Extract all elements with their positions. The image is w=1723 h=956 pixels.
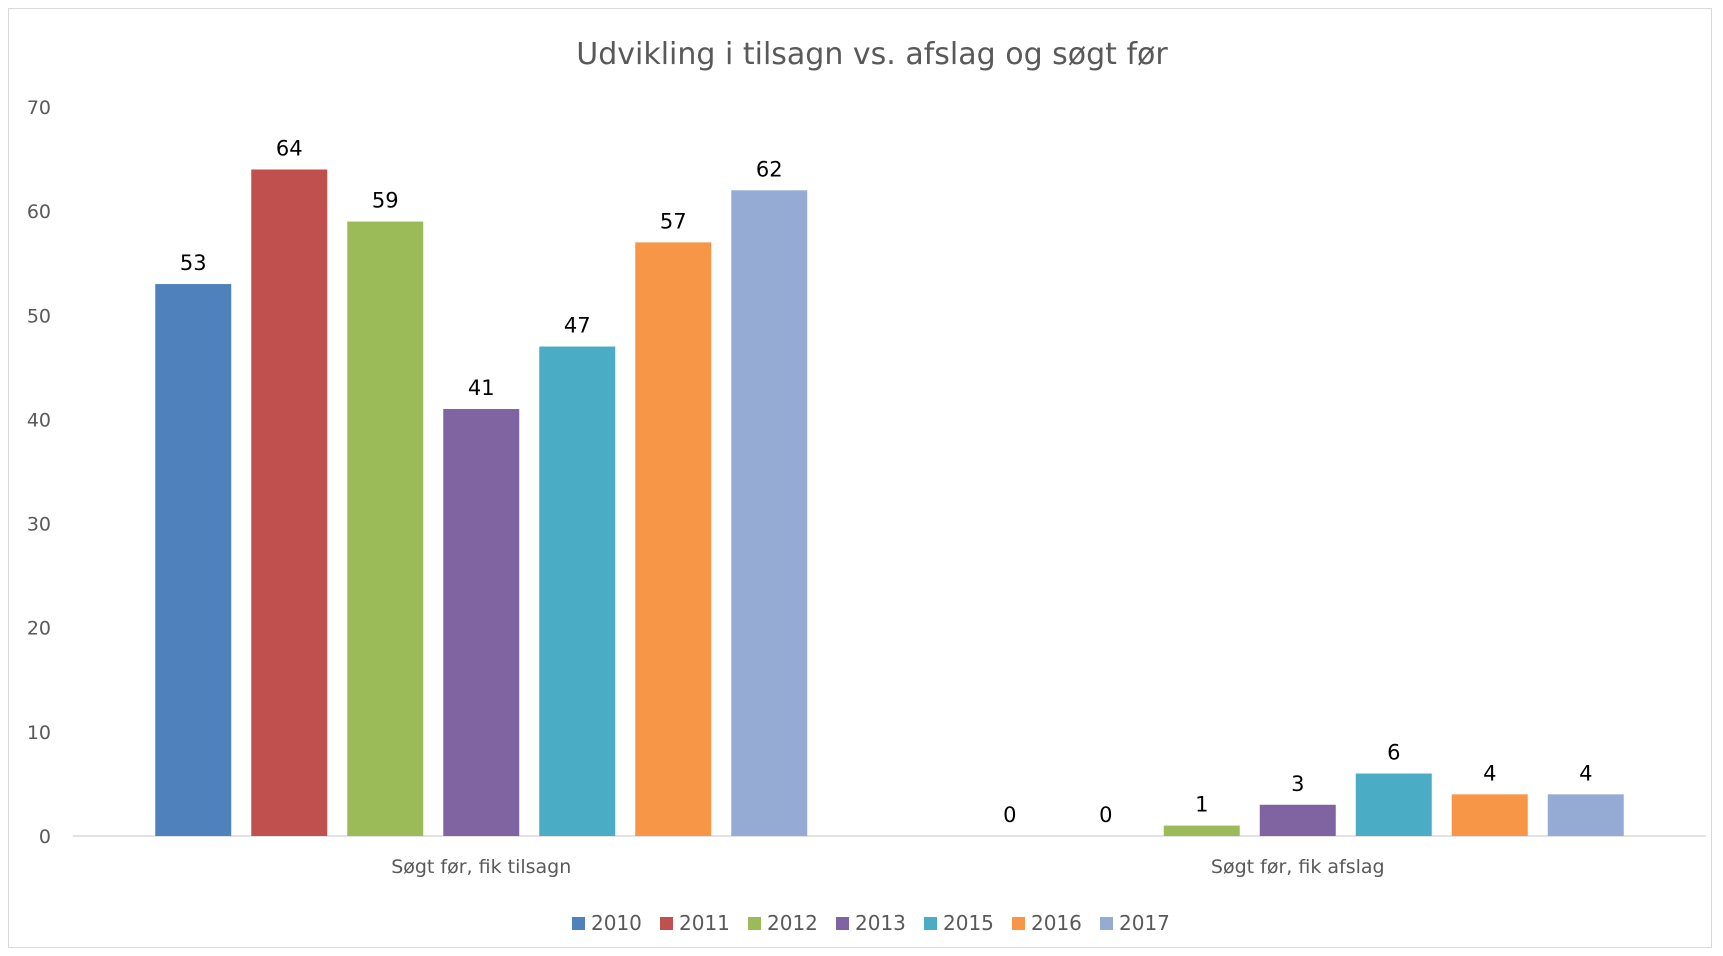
bar-2017-tilsagn — [731, 190, 808, 837]
data-label: 4 — [1483, 761, 1496, 785]
x-category-label: Søgt før, fik tilsagn — [391, 856, 571, 878]
legend-swatch-2017 — [1100, 917, 1113, 930]
x-axis-categories: Søgt før, fik tilsagn Søgt før, fik afsla… — [391, 856, 1384, 878]
y-tick-label: 20 — [27, 618, 51, 640]
y-tick-label: 40 — [27, 409, 51, 431]
data-label: 62 — [756, 157, 783, 181]
bar-2012-afslag — [1163, 825, 1240, 836]
data-label: 0 — [1003, 803, 1016, 827]
legend-label: 2010 — [591, 911, 642, 935]
data-label: 64 — [276, 136, 303, 160]
bar-2017-afslag — [1547, 794, 1624, 836]
y-tick-label: 0 — [39, 826, 51, 848]
legend-label: 2016 — [1031, 911, 1082, 935]
data-label: 3 — [1291, 772, 1304, 796]
bar-2015-afslag — [1355, 773, 1432, 836]
legend-label: 2011 — [679, 911, 730, 935]
legend-swatch-2016 — [1012, 917, 1025, 930]
y-tick-label: 50 — [27, 305, 51, 327]
data-label: 4 — [1579, 761, 1592, 785]
bar-2012-tilsagn — [347, 221, 424, 837]
chart-title: Udvikling i tilsagn vs. afslag og søgt f… — [576, 37, 1168, 72]
data-label: 53 — [180, 251, 207, 275]
bars — [155, 169, 1624, 837]
bar-2013-tilsagn — [443, 409, 520, 836]
bar-2015-tilsagn — [539, 346, 616, 836]
data-label: 41 — [468, 376, 495, 400]
y-tick-label: 70 — [27, 97, 51, 119]
legend-label: 2017 — [1119, 911, 1170, 935]
data-label: 0 — [1099, 803, 1112, 827]
legend-label: 2012 — [767, 911, 818, 935]
legend-swatch-2015 — [924, 917, 937, 930]
bar-2011-tilsagn — [251, 169, 328, 836]
y-tick-label: 60 — [27, 201, 51, 223]
y-axis: 0 10 20 30 40 50 60 70 — [27, 97, 51, 848]
legend-label: 2013 — [855, 911, 906, 935]
legend-swatch-2011 — [660, 917, 673, 930]
legend-swatch-2010 — [572, 917, 585, 930]
bar-2010-tilsagn — [155, 284, 232, 836]
bar-2016-tilsagn — [635, 242, 712, 836]
x-category-label: Søgt før, fik afslag — [1211, 856, 1385, 878]
data-label: 47 — [564, 314, 591, 338]
y-tick-label: 10 — [27, 722, 51, 744]
legend-label: 2015 — [943, 911, 994, 935]
data-label: 6 — [1387, 741, 1400, 765]
bar-2016-afslag — [1451, 794, 1528, 836]
data-label: 1 — [1195, 793, 1208, 817]
legend-swatch-2013 — [836, 917, 849, 930]
data-label: 57 — [660, 209, 687, 233]
legend-swatch-2012 — [748, 917, 761, 930]
bar-2013-afslag — [1259, 804, 1336, 836]
chart-area — [8, 8, 1712, 948]
data-label: 59 — [372, 189, 399, 213]
legend: 2010 2011 2012 2013 2015 2016 2017 — [572, 911, 1170, 935]
y-tick-label: 30 — [27, 514, 51, 536]
